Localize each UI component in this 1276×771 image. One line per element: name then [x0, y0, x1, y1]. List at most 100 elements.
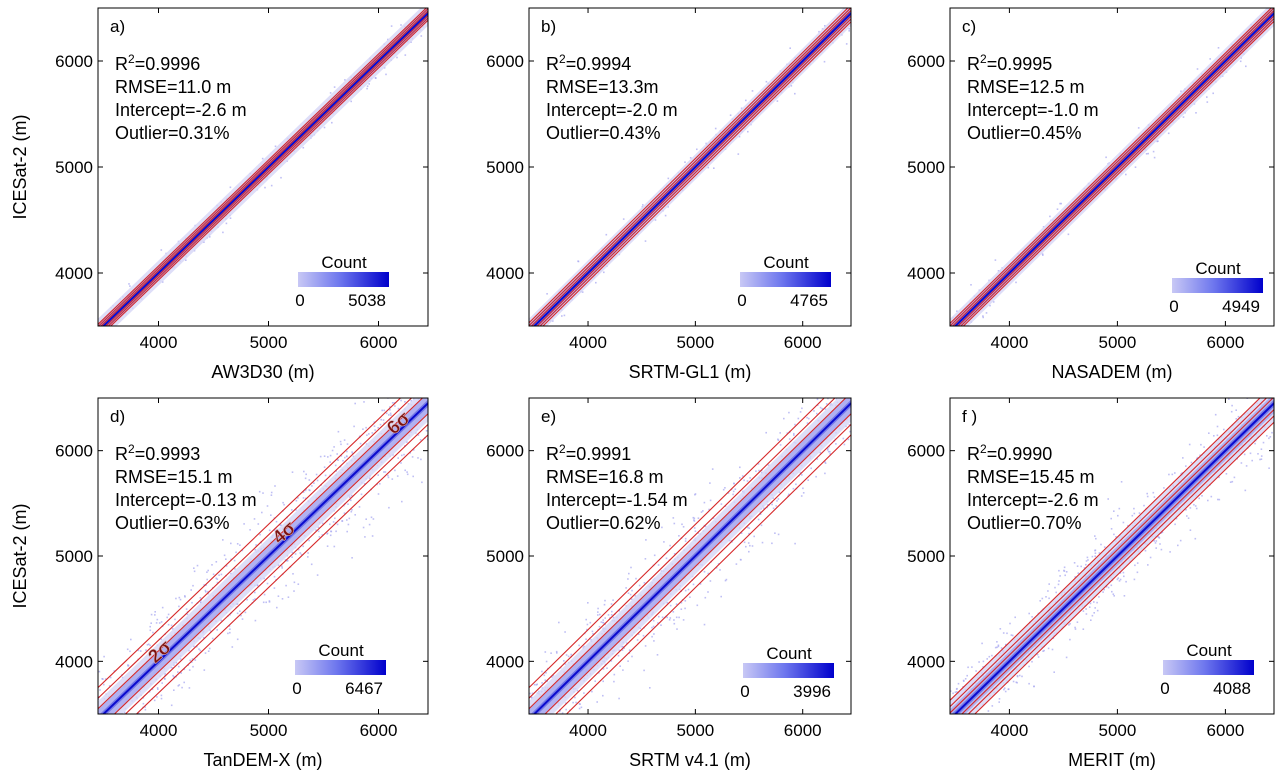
scatter-point	[1145, 153, 1148, 155]
scatter-point	[638, 584, 641, 587]
scatter-point	[323, 126, 326, 129]
scatter-point	[396, 375, 398, 377]
scatter-point	[333, 545, 336, 548]
scatter-point	[591, 690, 593, 693]
scatter-point	[153, 745, 155, 747]
scatter-point	[1100, 543, 1102, 546]
scatter-point	[586, 628, 588, 631]
scatter-point	[609, 616, 611, 619]
scatter-point	[406, 441, 408, 443]
scatter-point	[684, 600, 687, 602]
scatter-point	[978, 715, 980, 717]
x-tick-label: 4000	[569, 333, 607, 352]
scatter-point	[1110, 517, 1112, 520]
scatter-point	[184, 595, 186, 597]
scatter-point	[1057, 583, 1060, 586]
scatter-point	[208, 236, 211, 238]
scatter-point	[315, 529, 317, 531]
scatter-point	[660, 624, 662, 626]
scatter-point	[1212, 92, 1214, 95]
scatter-point	[1063, 566, 1066, 569]
scatter-point	[767, 464, 770, 466]
scatter-point	[545, 672, 547, 674]
scatter-point	[1153, 540, 1155, 542]
scatter-point	[233, 559, 236, 562]
scatter-point	[865, 431, 867, 433]
scatter-point	[996, 646, 998, 649]
scatter-point	[644, 558, 647, 560]
scatter-point	[374, 429, 376, 431]
scatter-point	[529, 692, 531, 695]
scatter-point	[1138, 512, 1141, 514]
scatter-point	[567, 655, 570, 658]
stat-line: Intercept=-2.6 m	[115, 100, 247, 120]
scatter-point	[90, 685, 92, 687]
scatter-point	[1096, 601, 1098, 604]
scatter-point	[111, 720, 113, 722]
scatter-point	[381, 409, 383, 412]
y-tick-label: 6000	[907, 52, 945, 71]
scatter-point	[794, 396, 796, 398]
scatter-point	[524, 704, 526, 706]
scatter-point	[848, 28, 850, 30]
scatter-point	[336, 523, 339, 526]
scatter-point	[536, 683, 538, 686]
scatter-point	[626, 642, 628, 644]
scatter-point	[622, 669, 624, 671]
colorbar-title: Count	[318, 641, 364, 660]
scatter-point	[225, 222, 228, 225]
scatter-point	[436, 424, 438, 426]
scatter-point	[127, 717, 129, 719]
scatter-point	[946, 707, 948, 709]
colorbar-title: Count	[1195, 259, 1241, 278]
scatter-point	[577, 260, 579, 262]
scatter-point	[337, 459, 339, 461]
scatter-point	[1085, 560, 1088, 562]
scatter-point	[643, 582, 646, 584]
scatter-point	[693, 520, 696, 522]
scatter-point	[1157, 536, 1159, 538]
scatter-point	[955, 724, 957, 726]
scatter-point	[739, 466, 741, 469]
scatter-point	[668, 619, 671, 621]
scatter-point	[673, 622, 676, 625]
scatter-point	[1054, 586, 1056, 589]
scatter-point	[339, 466, 342, 468]
scatter-point	[982, 316, 984, 319]
scatter-point	[363, 401, 365, 403]
stat-line: RMSE=11.0 m	[115, 77, 231, 97]
scatter-point	[522, 695, 524, 697]
scatter-point	[713, 167, 715, 169]
scatter-point	[281, 598, 284, 600]
scatter-point	[1000, 647, 1003, 649]
scatter-point	[578, 703, 581, 705]
scatter-point	[207, 590, 209, 593]
scatter-point	[591, 630, 594, 633]
sigma-line	[967, 415, 1274, 714]
scatter-point	[255, 544, 257, 546]
scatter-point	[673, 498, 675, 500]
scatter-point	[947, 680, 949, 682]
scatter-point	[1088, 606, 1091, 608]
scatter-point	[1063, 569, 1065, 572]
scatter-point	[1007, 688, 1010, 691]
scatter-point	[273, 529, 276, 532]
scatter-point	[1161, 531, 1164, 534]
scatter-point	[95, 711, 97, 713]
scatter-point	[193, 645, 195, 648]
scatter-point	[955, 688, 958, 690]
scatter-point	[1133, 578, 1136, 581]
scatter-point	[1111, 590, 1113, 593]
scatter-point	[116, 714, 118, 716]
scatter-point	[268, 601, 271, 603]
scatter-point	[211, 564, 213, 566]
scatter-point	[85, 690, 87, 692]
scatter-point	[801, 407, 803, 410]
scatter-point	[981, 642, 983, 645]
panel-6: 4000 5000 6000 4000 5000 6000 MERIT (m) f ) R2=0…	[907, 397, 1275, 770]
scatter-point	[675, 603, 678, 605]
scatter-point	[329, 534, 332, 537]
panel-letter: e)	[541, 407, 556, 426]
scatter-point	[102, 678, 104, 680]
scatter-point	[1153, 156, 1156, 159]
